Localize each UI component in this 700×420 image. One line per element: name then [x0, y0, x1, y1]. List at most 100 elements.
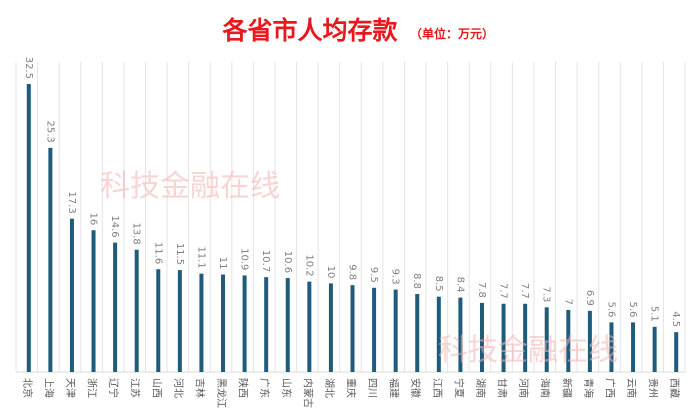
bar-value-label: 11.1 [195, 246, 206, 268]
grid-lines [15, 62, 686, 373]
bar-value-label: 32.5 [23, 57, 34, 79]
bar [177, 270, 182, 372]
bar [587, 310, 592, 372]
bar [307, 281, 312, 372]
category-label: 贵州 [647, 378, 660, 398]
bar [479, 302, 484, 372]
category-label: 山东 [280, 378, 293, 398]
category-label: 广东 [258, 378, 271, 398]
bar-value-label: 7.8 [476, 282, 487, 298]
category-label: 重庆 [345, 378, 358, 398]
bar-value-label: 14.6 [109, 215, 120, 237]
bar [415, 294, 420, 372]
category-label: 辽宁 [107, 378, 120, 398]
bar [609, 322, 614, 372]
bar [566, 309, 571, 372]
category-label: 新疆 [560, 378, 573, 398]
category-label: 海南 [539, 378, 552, 398]
bar-value-label: 17.3 [66, 191, 77, 213]
category-label: 湖南 [474, 378, 487, 398]
bar [26, 84, 31, 372]
bar [523, 303, 528, 372]
bar-value-label: 10.7 [260, 250, 271, 272]
bar-value-label: 11.5 [174, 243, 185, 265]
bar-value-label: 8.8 [411, 273, 422, 289]
chart-title: 各省市人均存款 [221, 16, 398, 45]
bar [501, 303, 506, 372]
bar-value-label: 4.5 [670, 311, 681, 327]
value-labels: 32.5 25.3 17.3 16 14.6 13.8 11.6 11.5 11.1 11 10.9… [23, 57, 681, 327]
category-label: 安徽 [409, 378, 422, 398]
bar [221, 274, 226, 372]
bar-value-label: 10.2 [303, 254, 314, 276]
category-label: 吉林 [193, 378, 206, 398]
category-label: 江西 [431, 378, 443, 398]
bar-value-label: 5.1 [649, 306, 660, 322]
bar-value-label: 11 [217, 257, 228, 270]
bar [48, 147, 53, 372]
bar-value-label: 9.8 [347, 264, 358, 280]
category-label: 河南 [517, 378, 530, 398]
bar-value-label: 13.8 [131, 222, 142, 244]
bar [458, 297, 463, 372]
bar [242, 275, 247, 372]
bar-value-label: 9.5 [368, 267, 379, 283]
category-label: 上海 [42, 378, 55, 398]
bar-value-label: 7.7 [498, 283, 509, 299]
bar-value-label: 10 [325, 266, 336, 279]
category-label: 山西 [150, 378, 162, 398]
bar-value-label: 7.3 [541, 286, 552, 302]
category-label: 河北 [172, 378, 184, 398]
bar [393, 289, 398, 372]
bar-value-label: 8.4 [454, 277, 465, 293]
bar [350, 285, 355, 372]
category-labels: 北京 上海 天津 浙江 辽宁 江苏 山西 河北 吉林 黑龙江 陕西 广东 山东 内蒙古 湖北 重庆 四川 福建 安徽… [21, 378, 680, 408]
bar [544, 307, 549, 372]
category-label: 广西 [603, 378, 615, 398]
bar-value-label: 7.7 [519, 283, 530, 299]
category-label: 浙江 [86, 378, 98, 398]
bar [436, 296, 441, 372]
category-label: 黑龙江 [215, 378, 228, 408]
category-label: 甘肃 [496, 378, 509, 398]
bar [69, 218, 74, 372]
category-label: 江苏 [129, 378, 142, 398]
bar-value-label: 8.5 [433, 276, 444, 292]
bar [91, 230, 96, 372]
bar-value-label: 11.6 [152, 242, 163, 264]
bar-value-label: 10.9 [239, 248, 250, 270]
bar [264, 277, 269, 372]
category-label: 内蒙古 [301, 378, 314, 408]
bar [674, 332, 679, 372]
bar-value-label: 9.3 [390, 269, 401, 285]
category-label: 宁夏 [452, 378, 465, 398]
bar [372, 287, 377, 372]
bars [26, 84, 679, 372]
bar [156, 269, 161, 372]
bar-value-label: 6.9 [584, 290, 595, 306]
bar [631, 322, 636, 372]
bar [285, 278, 290, 372]
chart-unit-note: （单位：万元） [410, 26, 494, 41]
bar [113, 242, 118, 372]
watermark-text: 科技金融在线 [438, 333, 618, 368]
watermark-text: 科技金融在线 [100, 169, 280, 204]
watermarks: 科技金融在线 科技金融在线 [100, 169, 618, 368]
bar-value-label: 5.6 [605, 301, 616, 317]
bar-value-label: 7 [562, 299, 573, 305]
category-label: 福建 [388, 378, 401, 398]
bar [652, 326, 657, 372]
bar [328, 283, 333, 372]
category-label: 天津 [64, 378, 76, 398]
bar-value-label: 5.6 [627, 301, 638, 317]
bar [134, 249, 139, 372]
bar-value-label: 16 [88, 212, 99, 225]
category-label: 西藏 [668, 378, 680, 398]
category-label: 陕西 [237, 378, 250, 398]
category-label: 青海 [582, 378, 595, 398]
bar-value-label: 10.6 [282, 251, 293, 273]
category-label: 云南 [625, 378, 638, 398]
category-label: 北京 [21, 378, 34, 398]
